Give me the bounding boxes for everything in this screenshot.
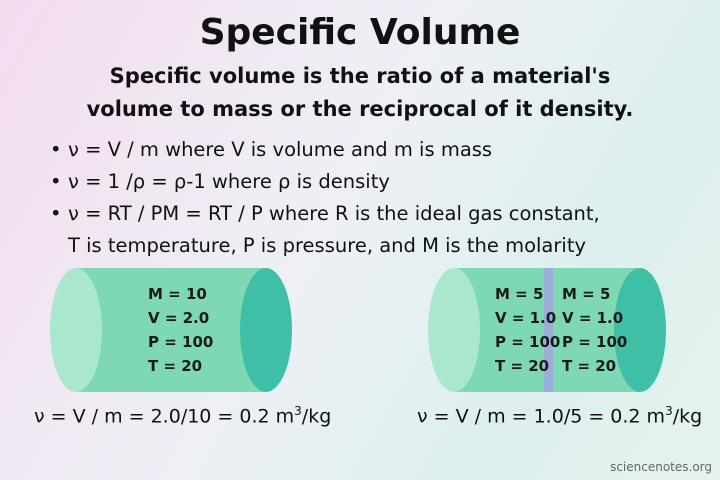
cylinder-label: P = 100 [562,333,627,351]
formula-unit: /kg [672,405,703,428]
cylinder-right [428,268,666,392]
cylinder-label: P = 100 [148,333,213,351]
formula: ν = V / m = 1.0/5 = 0.2 m3/kg [417,404,702,427]
bullet-line: T is temperature, P is pressure, and M i… [68,234,586,257]
cylinder-label: M = 10 [148,285,207,303]
bullet-dot: • [50,170,62,193]
formula: ν = V / m = 2.0/10 = 0.2 m3/kg [34,404,331,427]
cylinder-label: V = 1.0 [495,309,556,327]
bullet-text: ν = 1 /ρ = ρ-1 where ρ is density [68,170,390,193]
bullet-text: T is temperature, P is pressure, and M i… [68,234,587,257]
title: Specific Volume [199,12,521,53]
cylinder-label: M = 5 [495,285,543,303]
bullet-dot: • [50,138,62,161]
cylinder-label: V = 2.0 [148,309,209,327]
cylinder-label: T = 20 [495,357,549,375]
footer: sciencenotes.org [610,460,712,474]
bullet-line: ν = RT / PM = RT / P where R is the idea… [50,202,600,225]
formula-exponent: 3 [665,404,673,418]
cylinder-left [50,268,292,392]
cylinder-label: T = 20 [562,357,616,375]
bullet-line: ν = V / m where V is volume and m is mas… [50,138,493,161]
cylinder-label: V = 1.0 [562,309,623,327]
bullet-dot: • [50,202,62,225]
formula-text: ν = V / m = 2.0/10 = 0.2 m [34,405,295,428]
cylinder-label: M = 5 [562,285,610,303]
bullet-text: ν = V / m where V is volume and m is mas… [68,138,493,161]
cylinder-label: T = 20 [148,357,202,375]
cylinder-label: P = 100 [495,333,560,351]
formula-unit: /kg [301,405,332,428]
subtitle: Specific volume is the ratio of a materi… [109,64,611,88]
bullet-text: ν = RT / PM = RT / P where R is the idea… [68,202,600,225]
formula-exponent: 3 [294,404,302,418]
formula-text: ν = V / m = 1.0/5 = 0.2 m [417,405,666,428]
subtitle: volume to mass or the reciprocal of it d… [86,97,634,121]
bullet-line: ν = 1 /ρ = ρ-1 where ρ is density • [50,170,390,193]
